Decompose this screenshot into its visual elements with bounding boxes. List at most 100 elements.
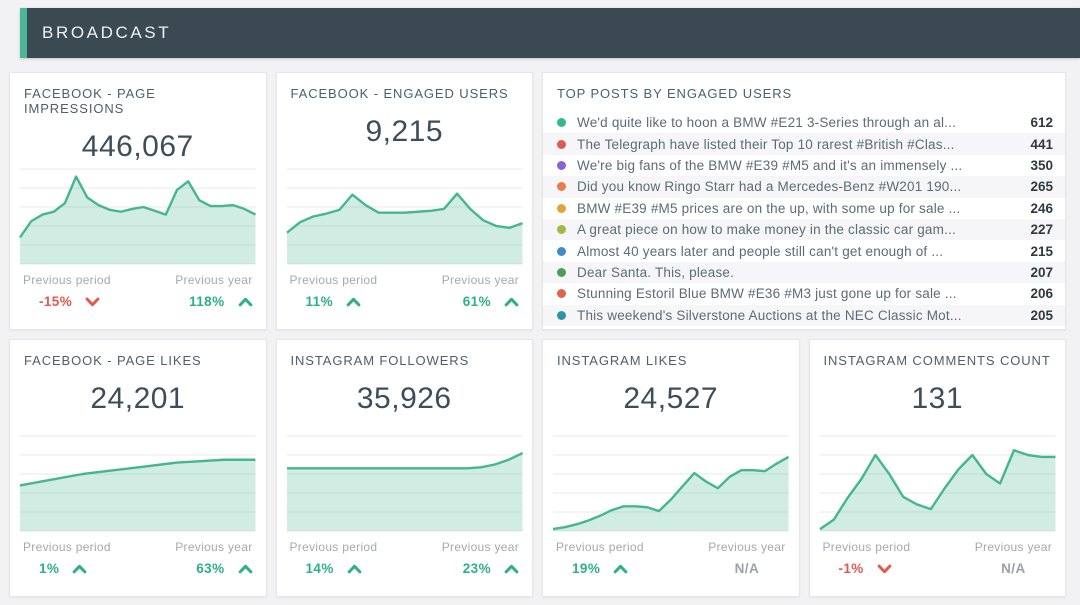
previous-year-stat: Previous year 23%: [442, 540, 519, 596]
previous-period-label: Previous period: [23, 540, 111, 554]
previous-year-label: Previous year: [441, 540, 519, 554]
previous-year-value-row: 61%: [463, 294, 519, 309]
post-text: This weekend's Silverstone Auctions at t…: [577, 307, 962, 323]
post-row: We'd quite like to hoon a BMW #E21 3-Ser…: [543, 112, 1065, 133]
post-bullet-icon: [557, 182, 566, 192]
kpi-value: 131: [911, 382, 964, 415]
previous-period-stat: Previous period -1%: [823, 540, 911, 596]
kpi-footer: Previous period 11% Previous year 61%: [277, 264, 533, 329]
trend-icon: [346, 297, 361, 307]
previous-year-label: Previous year: [175, 273, 253, 287]
spacer: [543, 416, 799, 436]
previous-period-stat: Previous period 11%: [290, 273, 378, 329]
previous-year-value: 63%: [196, 561, 225, 576]
post-bullet-icon: [557, 310, 566, 320]
post-engaged-users-count: 206: [1030, 286, 1053, 302]
kpi-value: 35,926: [356, 382, 452, 415]
kpi-title: FACEBOOK - PAGE IMPRESSIONS: [24, 86, 156, 116]
post-row: A great piece on how to make money in th…: [543, 218, 1065, 241]
previous-year-label: Previous year: [708, 540, 786, 554]
kpi-sparkline-chart: [820, 436, 1055, 531]
kpi-footer: Previous period -1% Previous year N/A: [810, 531, 1066, 596]
post-engaged-users-count: 205: [1030, 307, 1053, 323]
post-text: We'd quite like to hoon a BMW #E21 3-Ser…: [577, 115, 957, 131]
previous-year-stat: Previous year N/A: [708, 540, 785, 596]
post-bullet-icon: [557, 246, 566, 256]
trend-icon: [238, 564, 253, 574]
kpi-value: 9,215: [365, 115, 444, 148]
top-posts-card: TOP POSTS BY ENGAGED USERS We'd quite li…: [542, 72, 1066, 330]
kpi-card-facebook-engaged-users: FACEBOOK - ENGAGED USERS 9,215 Previous …: [275, 72, 533, 330]
post-bullet-icon: [557, 267, 566, 277]
post-row: BMW #E39 #M5 prices are on the up, with …: [543, 198, 1065, 219]
post-row: Did you know Ringo Starr had a Mercedes-…: [543, 176, 1065, 198]
kpi-sparkline-chart: [553, 436, 789, 531]
dashboard-header: BROADCAST: [20, 8, 1080, 58]
post-text: We're big fans of the BMW #E39 #M5 and i…: [577, 157, 963, 173]
post-text: Stunning Estoril Blue BMW #E36 #M3 just …: [577, 286, 957, 302]
trend-icon: [238, 297, 253, 307]
previous-period-value-row: 11%: [290, 294, 378, 309]
post-engaged-users-count: 350: [1030, 157, 1053, 173]
post-engaged-users-count: 265: [1030, 179, 1053, 195]
previous-period-label: Previous period: [289, 540, 378, 554]
post-bullet-icon: [557, 139, 566, 149]
post-text: A great piece on how to make money in th…: [577, 222, 956, 238]
post-bullet-icon: [557, 160, 566, 170]
post-engaged-users-count: 227: [1030, 222, 1053, 238]
kpi-footer: Previous period 14% Previous year 23%: [277, 531, 533, 596]
kpi-footer: Previous period 1% Previous year 63%: [10, 531, 266, 596]
dashboard-grid: FACEBOOK - PAGE IMPRESSIONS 446,067 Prev…: [0, 58, 1080, 597]
kpi-card-facebook-page-impressions: FACEBOOK - PAGE IMPRESSIONS 446,067 Prev…: [9, 72, 267, 330]
post-row: Dear Santa. This, please. 207: [543, 261, 1065, 284]
previous-period-label: Previous period: [822, 540, 911, 554]
trend-icon: [504, 297, 519, 307]
previous-year-value-row: 23%: [463, 561, 519, 576]
spacer: [810, 416, 1066, 436]
previous-period-value-row: -15%: [23, 294, 111, 309]
previous-period-value: 11%: [305, 294, 333, 309]
kpi-title: INSTAGRAM LIKES: [557, 353, 688, 368]
post-row: The Telegraph have listed their Top 10 r…: [543, 133, 1065, 155]
kpi-sparkline-chart: [286, 436, 523, 531]
post-engaged-users-count: 441: [1030, 136, 1053, 152]
post-text: Did you know Ringo Starr had a Mercedes-…: [577, 179, 962, 195]
kpi-value: 446,067: [81, 130, 194, 163]
trend-icon: [347, 564, 362, 574]
previous-period-value: -1%: [838, 561, 864, 576]
trend-icon: [504, 564, 519, 574]
previous-year-value-row: 63%: [196, 561, 252, 576]
post-row: We're big fans of the BMW #E39 #M5 and i…: [543, 155, 1065, 176]
post-text: Dear Santa. This, please.: [577, 264, 735, 280]
previous-year-stat: Previous year 118%: [175, 273, 252, 329]
previous-year-label: Previous year: [441, 273, 519, 287]
previous-period-stat: Previous period 1%: [23, 540, 111, 596]
kpi-title: INSTAGRAM FOLLOWERS: [290, 353, 470, 368]
post-engaged-users-count: 612: [1030, 115, 1053, 131]
post-row: Almost 40 years later and people still c…: [543, 240, 1065, 261]
previous-period-value: -15%: [39, 294, 73, 309]
top-posts-list: We'd quite like to hoon a BMW #E21 3-Ser…: [543, 112, 1065, 326]
previous-year-label: Previous year: [175, 540, 253, 554]
post-bullet-icon: [557, 203, 566, 213]
post-engaged-users-count: 215: [1030, 243, 1053, 259]
post-engaged-users-count: 207: [1030, 264, 1053, 280]
spacer: [277, 149, 533, 169]
previous-period-value: 14%: [305, 561, 334, 576]
previous-period-value-row: 19%: [556, 561, 644, 576]
previous-period-stat: Previous period -15%: [23, 273, 111, 329]
kpi-footer: Previous period 19% Previous year N/A: [543, 531, 799, 596]
spacer: [277, 416, 533, 436]
previous-year-value-row: N/A: [735, 561, 759, 576]
previous-period-value-row: -1%: [823, 561, 911, 576]
trend-icon: [877, 564, 892, 574]
kpi-card-instagram-comments-count: INSTAGRAM COMMENTS COUNT 131 Previous pe…: [808, 339, 1066, 597]
kpi-card-facebook-page-likes: FACEBOOK - PAGE LIKES 24,201 Previous pe…: [9, 339, 267, 597]
post-bullet-icon: [557, 225, 566, 235]
previous-year-value: 23%: [462, 561, 491, 576]
kpi-value: 24,201: [90, 382, 186, 415]
previous-year-stat: Previous year 61%: [442, 273, 519, 329]
previous-period-value-row: 14%: [290, 561, 378, 576]
previous-period-value: 1%: [39, 561, 60, 576]
trend-icon: [72, 564, 87, 574]
